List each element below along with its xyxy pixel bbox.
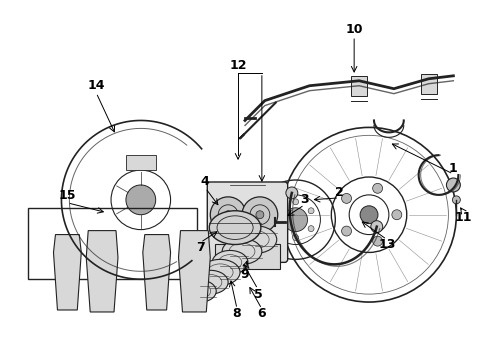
Circle shape bbox=[308, 208, 314, 214]
Text: 14: 14 bbox=[87, 79, 105, 92]
Text: 10: 10 bbox=[345, 23, 363, 36]
Ellipse shape bbox=[184, 280, 216, 302]
Circle shape bbox=[224, 211, 232, 219]
Circle shape bbox=[452, 196, 460, 204]
Polygon shape bbox=[178, 231, 210, 312]
Circle shape bbox=[373, 183, 383, 193]
Circle shape bbox=[277, 226, 283, 231]
Ellipse shape bbox=[222, 239, 262, 264]
Text: 3: 3 bbox=[300, 193, 309, 206]
Text: 13: 13 bbox=[378, 238, 395, 251]
Bar bbox=[215, 244, 280, 269]
Circle shape bbox=[286, 187, 298, 199]
Polygon shape bbox=[143, 235, 171, 310]
Text: 11: 11 bbox=[455, 211, 472, 224]
Circle shape bbox=[392, 210, 402, 220]
Circle shape bbox=[342, 226, 351, 236]
Text: 2: 2 bbox=[335, 186, 343, 199]
Circle shape bbox=[293, 199, 298, 205]
Bar bbox=[126, 155, 156, 170]
FancyBboxPatch shape bbox=[207, 182, 288, 262]
Circle shape bbox=[268, 218, 276, 226]
Circle shape bbox=[284, 208, 308, 231]
Text: 1: 1 bbox=[449, 162, 458, 175]
Ellipse shape bbox=[209, 211, 261, 244]
Bar bbox=[351, 76, 367, 96]
Ellipse shape bbox=[212, 251, 248, 274]
Text: 4: 4 bbox=[201, 175, 210, 189]
Text: 9: 9 bbox=[241, 268, 249, 281]
Circle shape bbox=[293, 235, 298, 240]
Circle shape bbox=[342, 193, 351, 203]
Circle shape bbox=[446, 178, 460, 192]
Circle shape bbox=[126, 185, 156, 215]
Text: 8: 8 bbox=[233, 307, 242, 320]
Circle shape bbox=[277, 208, 283, 214]
Circle shape bbox=[256, 211, 264, 219]
Circle shape bbox=[373, 236, 383, 246]
Ellipse shape bbox=[233, 226, 277, 253]
Text: 6: 6 bbox=[258, 307, 266, 320]
Ellipse shape bbox=[193, 270, 228, 294]
Polygon shape bbox=[53, 235, 81, 310]
Text: 5: 5 bbox=[253, 288, 262, 301]
Ellipse shape bbox=[200, 260, 240, 285]
Circle shape bbox=[360, 206, 378, 224]
Text: 7: 7 bbox=[196, 241, 205, 254]
Circle shape bbox=[308, 226, 314, 231]
Text: 15: 15 bbox=[59, 189, 76, 202]
Text: 12: 12 bbox=[229, 59, 247, 72]
Circle shape bbox=[242, 197, 278, 233]
Polygon shape bbox=[86, 231, 118, 312]
Circle shape bbox=[371, 221, 383, 233]
Bar bbox=[420, 74, 437, 94]
Circle shape bbox=[210, 197, 246, 233]
Bar bbox=[28, 208, 197, 279]
